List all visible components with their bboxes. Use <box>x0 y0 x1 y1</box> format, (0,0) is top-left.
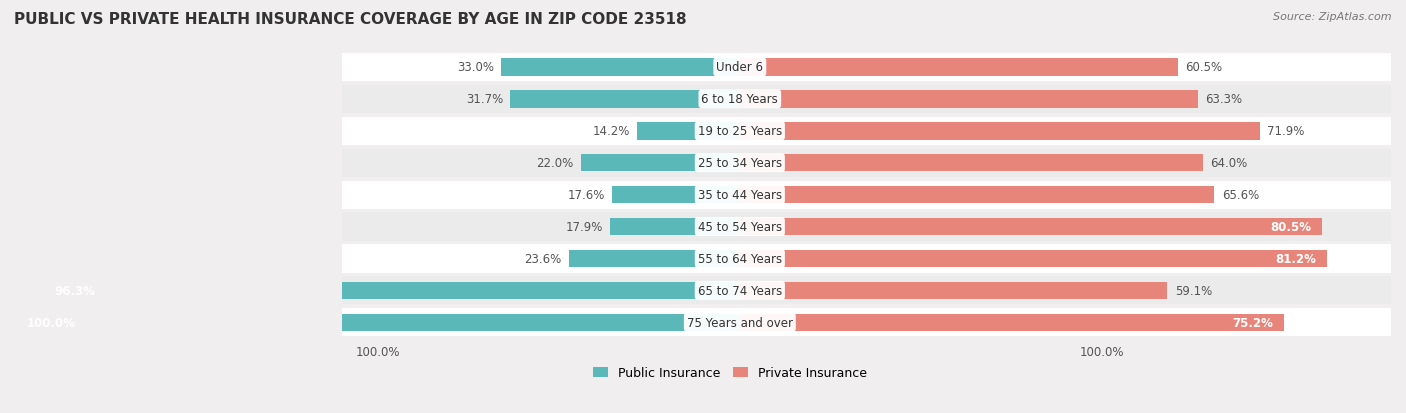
Text: 71.9%: 71.9% <box>1267 125 1305 138</box>
Text: 17.6%: 17.6% <box>568 189 605 202</box>
Text: 23.6%: 23.6% <box>524 252 562 265</box>
Text: PUBLIC VS PRIVATE HEALTH INSURANCE COVERAGE BY AGE IN ZIP CODE 23518: PUBLIC VS PRIVATE HEALTH INSURANCE COVER… <box>14 12 686 27</box>
Bar <box>569 250 740 268</box>
Text: 6 to 18 Years: 6 to 18 Years <box>702 93 778 106</box>
Bar <box>17 277 1406 305</box>
Bar <box>17 213 1406 241</box>
Text: 33.0%: 33.0% <box>457 61 494 74</box>
Legend: Public Insurance, Private Insurance: Public Insurance, Private Insurance <box>593 366 868 380</box>
Text: 55 to 64 Years: 55 to 64 Years <box>697 252 782 265</box>
Text: 31.7%: 31.7% <box>465 93 503 106</box>
Text: 25 to 34 Years: 25 to 34 Years <box>697 157 782 170</box>
Bar <box>740 218 1322 236</box>
Bar <box>740 154 1204 172</box>
Text: 100.0%: 100.0% <box>27 316 76 329</box>
Bar <box>740 250 1327 268</box>
Text: 75.2%: 75.2% <box>1232 316 1272 329</box>
Text: Under 6: Under 6 <box>716 61 763 74</box>
Bar <box>17 314 740 331</box>
Text: 19 to 25 Years: 19 to 25 Years <box>697 125 782 138</box>
Bar <box>613 186 740 204</box>
Bar <box>581 154 740 172</box>
Text: 64.0%: 64.0% <box>1211 157 1247 170</box>
Bar <box>740 314 1284 331</box>
Text: 75 Years and over: 75 Years and over <box>688 316 793 329</box>
Bar <box>740 186 1215 204</box>
Text: 96.3%: 96.3% <box>53 284 96 297</box>
Text: 80.5%: 80.5% <box>1271 221 1312 233</box>
Bar <box>610 218 740 236</box>
Bar <box>501 59 740 76</box>
Bar <box>17 149 1406 177</box>
Bar <box>17 181 1406 209</box>
Bar <box>17 117 1406 145</box>
Bar <box>44 282 740 299</box>
Text: 14.2%: 14.2% <box>592 125 630 138</box>
Text: 65 to 74 Years: 65 to 74 Years <box>697 284 782 297</box>
Text: Source: ZipAtlas.com: Source: ZipAtlas.com <box>1274 12 1392 22</box>
Text: 81.2%: 81.2% <box>1275 252 1316 265</box>
Text: 100.0%: 100.0% <box>1080 345 1123 358</box>
Bar <box>17 54 1406 82</box>
Bar <box>740 282 1167 299</box>
Text: 22.0%: 22.0% <box>536 157 574 170</box>
Bar <box>740 91 1198 108</box>
Text: 100.0%: 100.0% <box>356 345 401 358</box>
Bar <box>510 91 740 108</box>
Bar <box>740 59 1178 76</box>
Bar <box>17 85 1406 114</box>
Text: 63.3%: 63.3% <box>1205 93 1241 106</box>
Bar <box>17 309 1406 337</box>
Text: 60.5%: 60.5% <box>1185 61 1222 74</box>
Text: 35 to 44 Years: 35 to 44 Years <box>697 189 782 202</box>
Text: 65.6%: 65.6% <box>1222 189 1258 202</box>
Text: 45 to 54 Years: 45 to 54 Years <box>697 221 782 233</box>
Text: 59.1%: 59.1% <box>1174 284 1212 297</box>
Text: 17.9%: 17.9% <box>565 221 603 233</box>
Bar <box>740 123 1260 140</box>
Bar <box>17 245 1406 273</box>
Bar <box>637 123 740 140</box>
